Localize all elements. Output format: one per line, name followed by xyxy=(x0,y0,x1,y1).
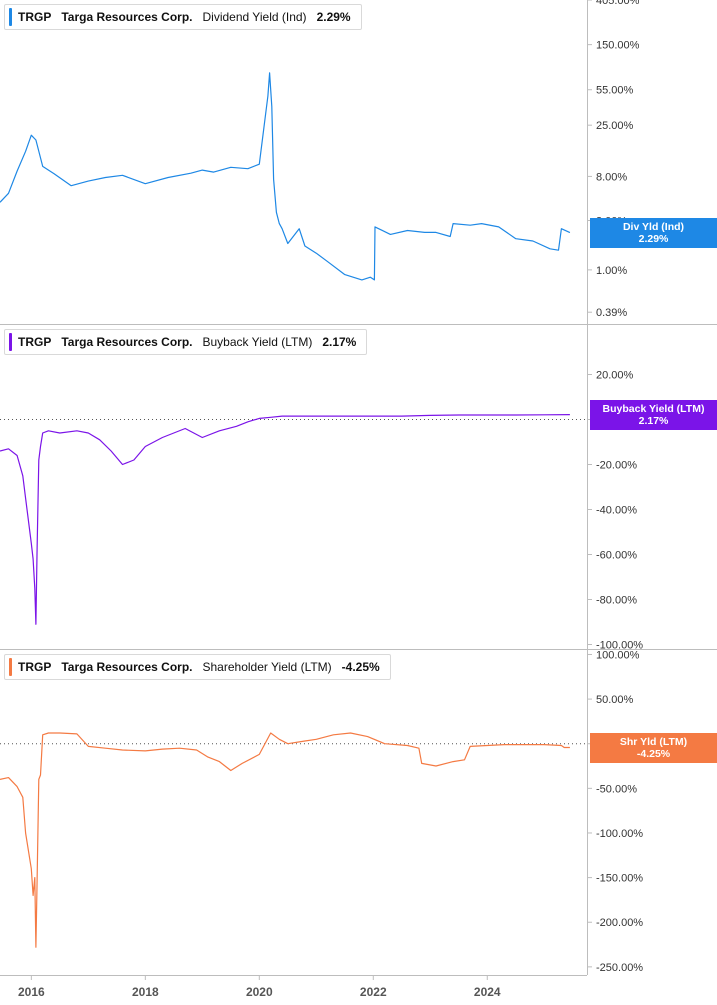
y-tick-label: 20.00% xyxy=(596,370,634,382)
series-line xyxy=(0,72,571,281)
y-tick-label: -50.00% xyxy=(596,783,637,795)
y-tick-label: -100.00% xyxy=(596,640,643,652)
legend-value: 2.17% xyxy=(322,335,357,349)
legend-metric: Dividend Yield (Ind) xyxy=(202,10,307,24)
y-tick-label: 1.00% xyxy=(596,265,627,277)
legend-color-marker xyxy=(9,658,12,676)
legend-dividend-yield: TRGP Targa Resources Corp. Dividend Yiel… xyxy=(4,4,362,30)
legend-metric: Shareholder Yield (LTM) xyxy=(202,660,332,674)
badge-value: -4.25% xyxy=(636,747,671,760)
badge-value: 2.17% xyxy=(638,414,669,427)
badge-value: 2.29% xyxy=(638,232,669,245)
y-tick-label: 405.00% xyxy=(596,0,640,7)
badge-label: Shr Yld (LTM) xyxy=(619,735,688,748)
y-tick-label: -40.00% xyxy=(596,505,637,517)
x-tick-label: 2024 xyxy=(474,985,501,999)
legend-shareholder-yield: TRGP Targa Resources Corp. Shareholder Y… xyxy=(4,654,391,680)
y-tick-label: 0.39% xyxy=(596,307,627,319)
y-tick-label: -150.00% xyxy=(596,873,643,885)
y-tick-label: 50.00% xyxy=(596,694,634,706)
x-tick-label: 2022 xyxy=(360,985,387,999)
legend-color-marker xyxy=(9,333,12,351)
legend-metric: Buyback Yield (LTM) xyxy=(202,335,313,349)
legend-buyback-yield: TRGP Targa Resources Corp. Buyback Yield… xyxy=(4,329,368,355)
legend-ticker: TRGP xyxy=(18,660,52,674)
series-line xyxy=(0,414,570,625)
x-tick-label: 2018 xyxy=(132,985,159,999)
badge-label: Buyback Yield (LTM) xyxy=(602,402,705,415)
y-tick-label: -200.00% xyxy=(596,917,643,929)
series-line xyxy=(0,732,570,948)
y-tick-label: -60.00% xyxy=(596,550,637,562)
y-tick-label: 150.00% xyxy=(596,40,640,52)
current-value-badge-dividend-yield: Div Yld (Ind) 2.29% xyxy=(590,217,717,248)
y-tick-label: -80.00% xyxy=(596,595,637,607)
legend-value: -4.25% xyxy=(341,660,380,674)
y-tick-label: 8.00% xyxy=(596,171,627,183)
legend-ticker: TRGP xyxy=(18,10,52,24)
badge-label: Div Yld (Ind) xyxy=(622,220,685,233)
x-tick-label: 2016 xyxy=(18,985,45,999)
y-tick-label: -250.00% xyxy=(596,962,643,974)
y-tick-label: 25.00% xyxy=(596,120,634,132)
legend-company: Targa Resources Corp. xyxy=(61,335,193,349)
y-tick-label: -100.00% xyxy=(596,828,643,840)
current-value-badge-buyback-yield: Buyback Yield (LTM) 2.17% xyxy=(590,399,717,430)
legend-ticker: TRGP xyxy=(18,335,52,349)
legend-company: Targa Resources Corp. xyxy=(61,660,193,674)
y-tick-label: 55.00% xyxy=(596,85,634,97)
legend-company: Targa Resources Corp. xyxy=(61,10,193,24)
legend-color-marker xyxy=(9,8,12,26)
y-tick-label: -20.00% xyxy=(596,460,637,472)
y-tick-label: 100.00% xyxy=(596,649,640,661)
current-value-badge-shareholder-yield: Shr Yld (LTM) -4.25% xyxy=(590,732,717,763)
x-tick-label: 2020 xyxy=(246,985,273,999)
legend-value: 2.29% xyxy=(316,10,351,24)
